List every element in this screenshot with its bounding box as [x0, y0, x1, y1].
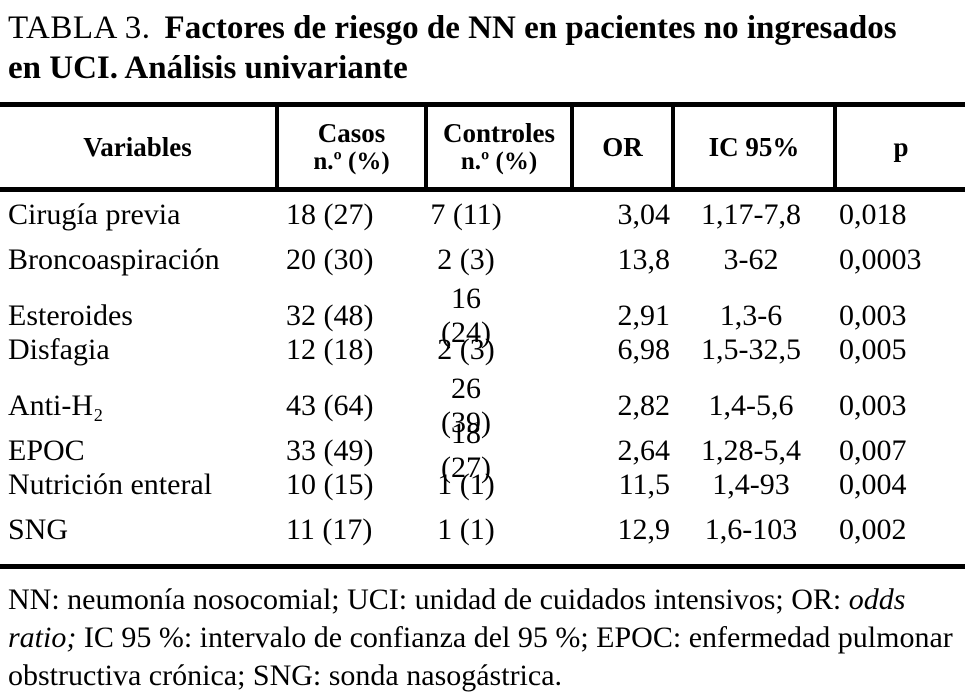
- column-header-or: OR: [574, 107, 675, 187]
- footnote-text-1: NN: neumonía nosocomial; UCI: unidad de …: [8, 583, 849, 616]
- column-header-label: Controles: [443, 118, 555, 148]
- cell-variable: Disfagia: [8, 332, 110, 366]
- cell-casos: 33 (49): [286, 434, 374, 467]
- cell-variable: EPOC: [8, 434, 85, 467]
- table-row: SNG 11 (17) 1 (1) 12,9 1,6-103 0,002: [0, 507, 965, 552]
- cell-variable: Broncoaspiración: [8, 242, 220, 276]
- cell-p: 0,003: [839, 299, 907, 332]
- column-header-label: Variables: [83, 132, 192, 162]
- cell-p: 0,007: [839, 434, 907, 467]
- cell-casos: 11 (17): [286, 512, 373, 546]
- cell-variable: Cirugía previa: [8, 197, 181, 231]
- cell-ic95: 1,4-5,6: [708, 389, 794, 422]
- cell-or: 12,9: [617, 512, 671, 546]
- table-row: Anti-H₂ 43 (64) 26 (39) 2,82 1,4-5,6 0,0…: [0, 372, 965, 439]
- cell-or: 2,64: [617, 434, 671, 467]
- table-number-label: TABLA 3.: [8, 10, 151, 46]
- column-header-sublabel: n.º (%): [460, 148, 538, 175]
- cell-ic95: 1,5-32,5: [701, 332, 801, 366]
- table-title-line-1: TABLA 3. Factores de riesgo de NN en paci…: [8, 8, 957, 48]
- cell-p: 0,004: [839, 467, 907, 501]
- cell-or: 2,82: [617, 389, 671, 422]
- cell-variable: Nutrición enteral: [8, 467, 213, 501]
- cell-casos: 12 (18): [286, 332, 374, 366]
- cell-ic95: 1,6-103: [704, 512, 798, 546]
- cell-casos: 10 (15): [286, 467, 374, 501]
- cell-or: 13,8: [617, 242, 671, 276]
- column-header-label: OR: [602, 132, 643, 162]
- column-header-ic95: IC 95%: [675, 107, 837, 187]
- cell-controles: 16 (24): [441, 282, 491, 349]
- cell-controles: 1 (1): [437, 467, 495, 501]
- footnote-italic-text: odds ratio;: [8, 583, 906, 654]
- table-row: Broncoaspiración 20 (30) 2 (3) 13,8 3-62…: [0, 237, 965, 282]
- cell-p: 0,003: [839, 389, 907, 422]
- cell-casos: 32 (48): [286, 299, 374, 332]
- cell-ic95: 1,4-93: [712, 467, 790, 501]
- cell-p: 0,005: [839, 332, 907, 366]
- cell-controles: 2 (3): [437, 242, 495, 276]
- column-header-p: p: [837, 107, 965, 187]
- column-header-label: p: [893, 132, 909, 162]
- column-header-variables: Variables: [0, 107, 279, 187]
- cell-controles: 26 (39): [441, 372, 491, 439]
- header-bottom-rule: [0, 187, 965, 192]
- cell-controles: 2 (3): [437, 332, 495, 366]
- column-header-sublabel: n.º (%): [313, 148, 390, 175]
- table-title-text-1: Factores de riesgo de NN en pacientes no…: [164, 10, 897, 46]
- cell-variable: SNG: [8, 512, 69, 546]
- table-top-rule: [0, 102, 965, 107]
- cell-controles: 1 (1): [437, 512, 495, 546]
- table-row: Nutrición enteral 10 (15) 1 (1) 11,5 1,4…: [0, 462, 965, 507]
- cell-p: 0,0003: [839, 242, 922, 276]
- table-header-row: Variables Casos n.º (%) Controles n.º (%) …: [0, 107, 965, 187]
- cell-casos: 43 (64): [286, 389, 374, 422]
- table-title-text-2: en UCI. Análisis univariante: [8, 50, 408, 86]
- cell-casos: 18 (27): [286, 197, 374, 231]
- footnote-text-2: IC 95 %: intervalo de confianza del 95 %…: [8, 621, 953, 692]
- cell-or: 2,91: [617, 299, 671, 332]
- cell-p: 0,002: [839, 512, 907, 546]
- cell-ic95: 1,3-6: [719, 299, 783, 332]
- table-bottom-rule: [0, 564, 965, 569]
- cell-ic95: 3-62: [723, 242, 779, 276]
- column-header-casos: Casos n.º (%): [279, 107, 428, 187]
- cell-variable: Esteroides: [8, 299, 133, 332]
- cell-ic95: 1,17-7,8: [701, 197, 801, 231]
- cell-p: 0,018: [839, 197, 907, 231]
- table-row: EPOC 33 (49) 18 (27) 2,64 1,28-5,4 0,007: [0, 417, 965, 484]
- table-footnote: NN: neumonía nosocomial; UCI: unidad de …: [8, 581, 953, 695]
- cell-controles: 18 (27): [441, 417, 491, 484]
- table-row: Disfagia 12 (18) 2 (3) 6,98 1,5-32,5 0,0…: [0, 327, 965, 372]
- table-title-line-2: en UCI. Análisis univariante: [8, 48, 957, 88]
- cell-or: 11,5: [618, 467, 670, 501]
- table-body: Cirugía previa 18 (27) 7 (11) 3,04 1,17-…: [0, 192, 965, 552]
- column-header-label: IC 95%: [708, 132, 800, 162]
- cell-ic95: 1,28-5,4: [701, 434, 801, 467]
- column-header-label: Casos: [317, 118, 386, 148]
- table-row: Esteroides 32 (48) 16 (24) 2,91 1,3-6 0,…: [0, 282, 965, 349]
- table-title: TABLA 3. Factores de riesgo de NN en paci…: [0, 0, 965, 88]
- table-row: Cirugía previa 18 (27) 7 (11) 3,04 1,17-…: [0, 192, 965, 237]
- cell-casos: 20 (30): [286, 242, 374, 276]
- cell-or: 6,98: [617, 332, 671, 366]
- column-header-controles: Controles n.º (%): [428, 107, 574, 187]
- cell-or: 3,04: [617, 197, 671, 231]
- cell-variable: Anti-H₂: [8, 389, 104, 422]
- cell-controles: 7 (11): [430, 197, 502, 231]
